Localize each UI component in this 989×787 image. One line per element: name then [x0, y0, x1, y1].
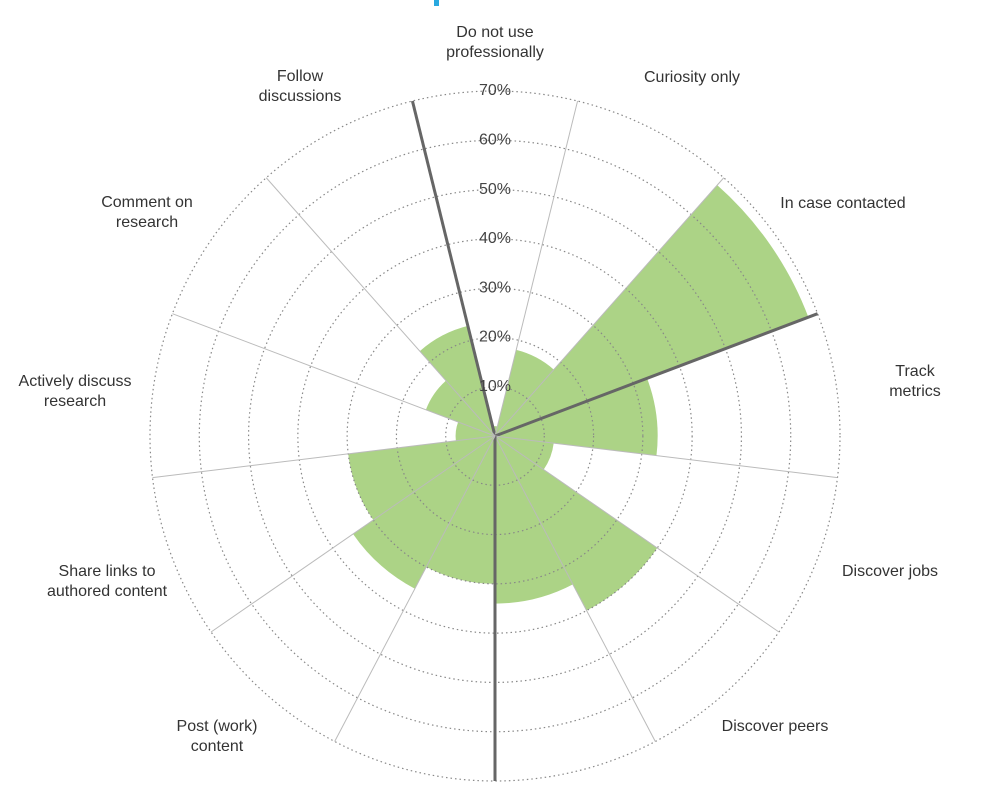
sector [353, 436, 495, 589]
category-label: Post (work) content [176, 718, 258, 755]
sector [495, 436, 573, 604]
sector [426, 436, 495, 584]
grid-ring [297, 238, 693, 634]
spoke [410, 100, 497, 437]
spoke [494, 177, 725, 437]
r-tick-label: 10% [479, 378, 511, 395]
spoke [172, 313, 496, 437]
spoke [265, 177, 496, 437]
category-label: Track metrics [889, 363, 941, 400]
sector [495, 378, 658, 456]
category-label: Follow discussions [258, 68, 342, 105]
category-label: Share links to authored content [46, 563, 168, 600]
grid-ring [395, 336, 595, 536]
spoke [334, 435, 496, 742]
category-label: In case contacted [780, 195, 906, 212]
spoke [494, 435, 838, 479]
category-label: Actively discuss research [18, 373, 132, 410]
category-label: Discover jobs [841, 563, 939, 580]
spoke [494, 435, 656, 742]
r-tick-label: 50% [479, 181, 511, 198]
grid-ring [247, 188, 743, 684]
sector [495, 349, 554, 436]
sector [495, 436, 554, 470]
spoke [152, 435, 496, 479]
grid-ring [149, 90, 841, 782]
sector [348, 436, 495, 520]
r-tick-label: 70% [479, 82, 511, 99]
r-tick-label: 30% [479, 279, 511, 296]
sector [419, 325, 495, 436]
spoke [494, 312, 819, 438]
category-label: Do not use professionally [446, 24, 544, 61]
sector [425, 380, 495, 436]
sector [495, 185, 809, 436]
category-label: Discover peers [721, 718, 829, 735]
top-marker [434, 0, 439, 6]
sector [455, 422, 495, 441]
sector [495, 436, 658, 611]
r-tick-label: 20% [479, 329, 511, 346]
r-tick-label: 60% [479, 132, 511, 149]
spoke [494, 435, 780, 633]
category-label: Curiosity only [643, 69, 741, 86]
grid-ring [346, 287, 644, 585]
r-tick-label: 40% [479, 230, 511, 247]
spoke [494, 100, 579, 437]
category-label: Comment on research [101, 194, 193, 231]
spoke [210, 435, 496, 633]
